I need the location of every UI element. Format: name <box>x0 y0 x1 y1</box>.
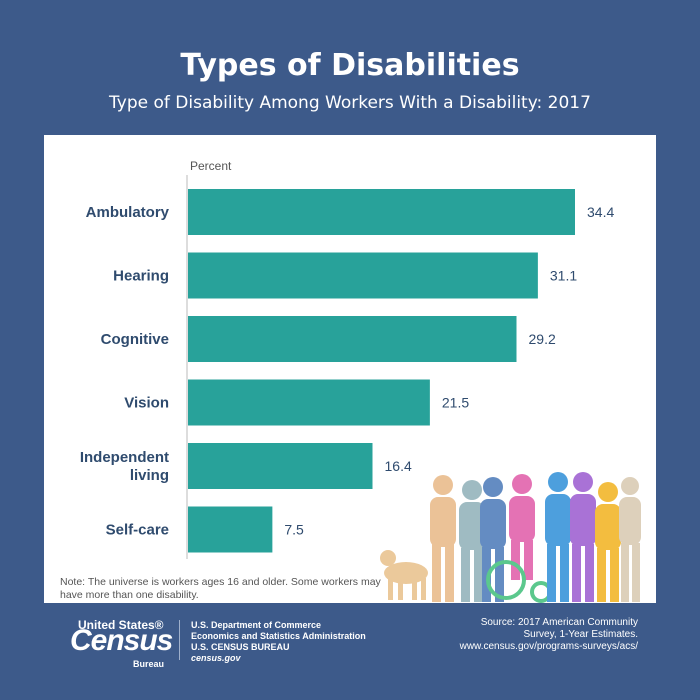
bar-chart: Percent 34.4 Ambulatory 31.1 Hearing 29.2 Cogn… <box>80 159 614 559</box>
footer-department: U.S. Department of Commerce Economics an… <box>191 620 366 664</box>
bar-value-label: 34.4 <box>587 204 614 220</box>
person-silhouette-icon <box>619 477 641 602</box>
logo-census: Census <box>70 624 173 657</box>
bar-value-label: 29.2 <box>529 331 556 347</box>
source-line-1: Source: 2017 American Community <box>480 617 638 628</box>
person-silhouette-icon <box>545 472 571 602</box>
bar <box>188 443 373 489</box>
chart-panel: Percent 34.4 Ambulatory 31.1 Hearing 29.2 Cogn… <box>44 135 656 603</box>
bar-value-label: 16.4 <box>385 458 412 474</box>
dept-line-1: U.S. Department of Commerce <box>191 620 322 630</box>
footer-divider <box>179 620 180 660</box>
category-label: Ambulatory <box>86 204 170 221</box>
people-silhouettes-illustration <box>380 472 641 603</box>
bar-value-label: 31.1 <box>550 268 577 284</box>
logo-bureau: Bureau <box>133 659 165 669</box>
bar <box>188 252 538 299</box>
dept-line-2: Economics and Statistics Administration <box>191 631 366 641</box>
dog-silhouette-icon <box>380 550 428 600</box>
category-label: Cognitive <box>101 331 169 348</box>
person-silhouette-icon <box>509 474 535 580</box>
logo-united-states: United States® <box>78 618 164 632</box>
chart-title: Types of Disabilities <box>180 48 520 83</box>
bar <box>188 316 517 362</box>
chart-note: Note: The universe is workers ages 16 an… <box>60 576 381 601</box>
bar <box>188 189 575 235</box>
person-silhouette-icon <box>459 480 485 602</box>
bar <box>188 379 430 426</box>
person-silhouette-icon <box>595 482 621 602</box>
dept-line-3: U.S. CENSUS BUREAU <box>191 642 290 652</box>
census-site-link[interactable]: census.gov <box>191 653 241 663</box>
bar <box>188 506 273 553</box>
person-silhouette-icon <box>430 475 456 602</box>
person-silhouette-icon <box>480 477 506 602</box>
footer-source: Source: 2017 American Community Survey, … <box>428 617 638 653</box>
category-label: Independent living <box>80 449 169 484</box>
bar-value-label: 7.5 <box>284 522 304 538</box>
person-silhouette-icon <box>570 472 596 602</box>
bar-value-label: 21.5 <box>442 395 469 411</box>
source-line-2: Survey, 1-Year Estimates. <box>523 629 639 640</box>
axis-label-percent: Percent <box>190 159 232 173</box>
source-link[interactable]: www.census.gov/programs-surveys/acs/ <box>459 641 638 652</box>
category-label: Vision <box>124 395 169 412</box>
category-label: Hearing <box>113 268 169 285</box>
category-label: Self-care <box>106 522 169 539</box>
chart-subtitle: Type of Disability Among Workers With a … <box>109 93 591 113</box>
